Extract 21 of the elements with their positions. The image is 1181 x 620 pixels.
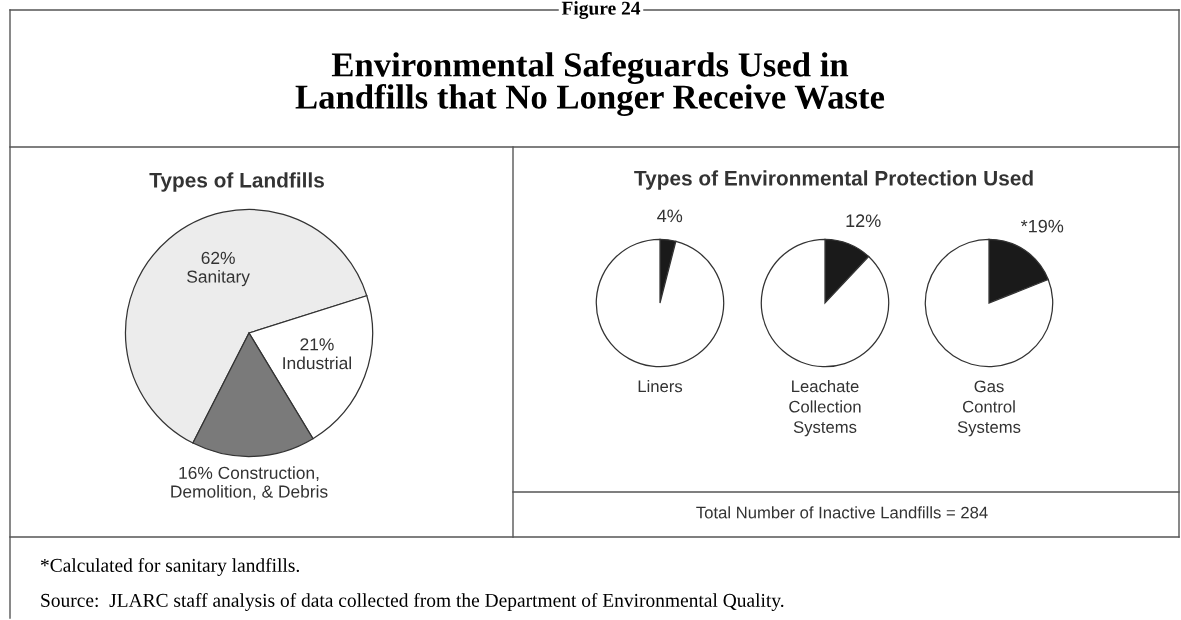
data-label: 62% [201,251,235,265]
slice-label: 16% Construction, Demolition, & Debris [171,466,328,500]
text: Total Number of Inactive Landfills = 284 [696,506,988,519]
source-note: Source: JLARC staff analysis of data collected from the Department of Environmental Quality. [41,593,784,611]
text: Types of Environmental Protection Used [634,170,1033,190]
text: Gas Control Systems [957,380,1021,437]
pie-slice [760,238,890,368]
data-label: 4% [657,209,683,223]
text: Environmental Safeguards Used in Landfills that No Longer Receive Waste [295,51,885,117]
slice-label: Industrial [283,356,352,370]
pie-slice [595,238,725,368]
data-label: 12% [846,214,881,228]
data-label: 21% [300,338,334,351]
caption: Figure 24 [561,1,641,19]
text: *Calculated for sanitary landfills. [40,558,299,576]
text: Liners [638,380,683,393]
data-label: *19% [1020,219,1064,233]
slice-label: Sanitary [187,270,250,287]
chart-title: Types of Landfills [149,172,324,192]
text: Leachate Collection Systems [789,380,861,437]
pie-slice [924,238,1054,368]
